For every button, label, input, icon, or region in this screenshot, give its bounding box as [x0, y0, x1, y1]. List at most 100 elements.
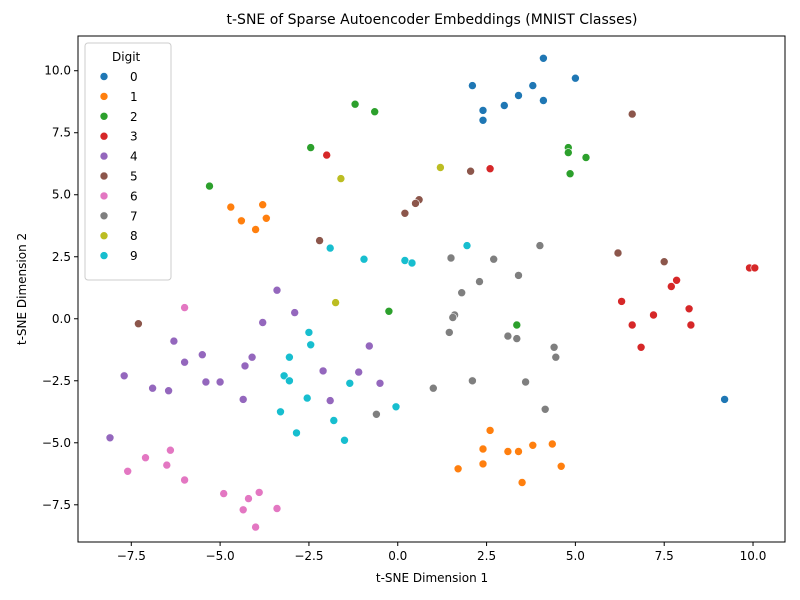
legend-label: 8 [130, 229, 138, 243]
point-digit-7 [457, 288, 467, 298]
point-digit-6 [180, 475, 189, 485]
point-digit-0 [514, 91, 523, 100]
series-2 [205, 99, 591, 330]
legend-marker [99, 131, 109, 141]
series-4 [105, 285, 385, 443]
series-0 [468, 53, 729, 404]
legend-marker [99, 72, 109, 81]
point-digit-1 [528, 440, 538, 450]
point-digit-7 [514, 271, 523, 280]
point-digit-1 [514, 447, 523, 456]
legend-label: 1 [130, 90, 138, 104]
point-digit-1 [478, 444, 488, 454]
point-digit-4 [148, 383, 157, 393]
points-layer [105, 53, 760, 532]
x-tick-label: 7.5 [655, 549, 674, 563]
point-digit-9 [285, 352, 294, 362]
point-digit-9 [302, 393, 312, 403]
point-digit-4 [215, 377, 225, 387]
point-digit-7 [475, 277, 484, 286]
point-digit-1 [226, 202, 236, 212]
point-digit-9 [329, 416, 339, 425]
point-digit-9 [304, 328, 314, 337]
legend-entry-8: 8 [99, 229, 138, 243]
point-digit-9 [400, 256, 410, 265]
point-digit-1 [547, 439, 557, 449]
y-tick-label: 0.0 [52, 312, 71, 326]
series-3 [322, 150, 760, 352]
point-digit-6 [166, 445, 175, 455]
point-digit-9 [276, 407, 285, 417]
point-digit-4 [180, 357, 189, 367]
point-digit-4 [318, 366, 328, 376]
legend-entry-6: 6 [99, 189, 138, 203]
point-digit-2 [512, 320, 522, 330]
point-digit-3 [322, 150, 332, 160]
point-digit-4 [201, 377, 211, 387]
point-digit-1 [453, 464, 463, 474]
point-digit-4 [238, 395, 248, 404]
point-digit-0 [528, 81, 538, 90]
point-digit-6 [238, 505, 248, 515]
point-digit-9 [292, 428, 301, 438]
legend-marker [99, 251, 109, 260]
point-digit-7 [489, 254, 499, 264]
point-digit-2 [306, 143, 316, 152]
point-digit-3 [672, 275, 681, 285]
point-digit-5 [627, 109, 637, 119]
legend-marker [99, 171, 109, 181]
point-digit-3 [750, 263, 760, 273]
point-digit-3 [636, 342, 646, 352]
point-digit-4 [290, 308, 300, 317]
point-digit-6 [180, 303, 189, 312]
point-digit-2 [205, 181, 214, 191]
x-tick-label: −7.5 [117, 549, 146, 563]
point-digit-6 [254, 488, 264, 497]
point-digit-6 [162, 460, 172, 470]
x-tick-label: 10.0 [740, 549, 767, 563]
y-tick-label: −7.5 [42, 498, 71, 512]
x-tick-label: 0.0 [388, 549, 407, 563]
y-axis-label: t-SNE Dimension 2 [15, 233, 29, 345]
point-digit-4 [247, 352, 257, 362]
legend-label: 4 [130, 150, 138, 164]
point-digit-9 [359, 254, 369, 264]
point-digit-0 [478, 106, 488, 115]
point-digit-9 [345, 378, 355, 388]
series-9 [276, 241, 472, 445]
point-digit-0 [468, 81, 477, 90]
legend-label: 7 [130, 209, 138, 223]
point-digit-5 [659, 257, 669, 267]
point-digit-3 [684, 304, 694, 314]
point-digit-0 [539, 53, 548, 63]
point-digit-5 [613, 248, 623, 258]
point-digit-7 [549, 342, 559, 352]
point-digit-5 [466, 166, 475, 176]
legend-marker [99, 151, 109, 161]
point-digit-1 [517, 478, 527, 487]
y-tick-label: 10.0 [44, 64, 71, 78]
legend-marker [99, 92, 109, 101]
legend-label: 5 [130, 170, 138, 184]
point-digit-2 [581, 153, 591, 162]
point-digit-4 [105, 433, 115, 443]
legend-items: 0 1 2 3 4 5 6 7 8 9 [99, 70, 138, 263]
legend-entry-7: 7 [99, 209, 138, 223]
legend-label: 2 [130, 110, 138, 124]
point-digit-7 [448, 313, 458, 322]
point-digit-3 [485, 164, 495, 173]
point-digit-9 [340, 435, 349, 445]
point-digit-1 [258, 200, 268, 209]
point-digit-4 [258, 318, 268, 327]
x-axis: −7.5 −5.0 −2.5 0.0 2.5 5.0 7.5 10.0 [117, 542, 767, 563]
point-digit-7 [521, 377, 530, 387]
point-digit-7 [446, 253, 456, 263]
point-digit-8 [336, 174, 346, 183]
point-digit-4 [325, 396, 335, 405]
legend-entry-0: 0 [99, 70, 138, 84]
point-digit-4 [164, 386, 173, 396]
point-digit-9 [407, 258, 417, 268]
legend-marker [99, 191, 109, 201]
point-digit-9 [285, 376, 294, 386]
chart-title: t-SNE of Sparse Autoencoder Embeddings (… [227, 12, 638, 28]
